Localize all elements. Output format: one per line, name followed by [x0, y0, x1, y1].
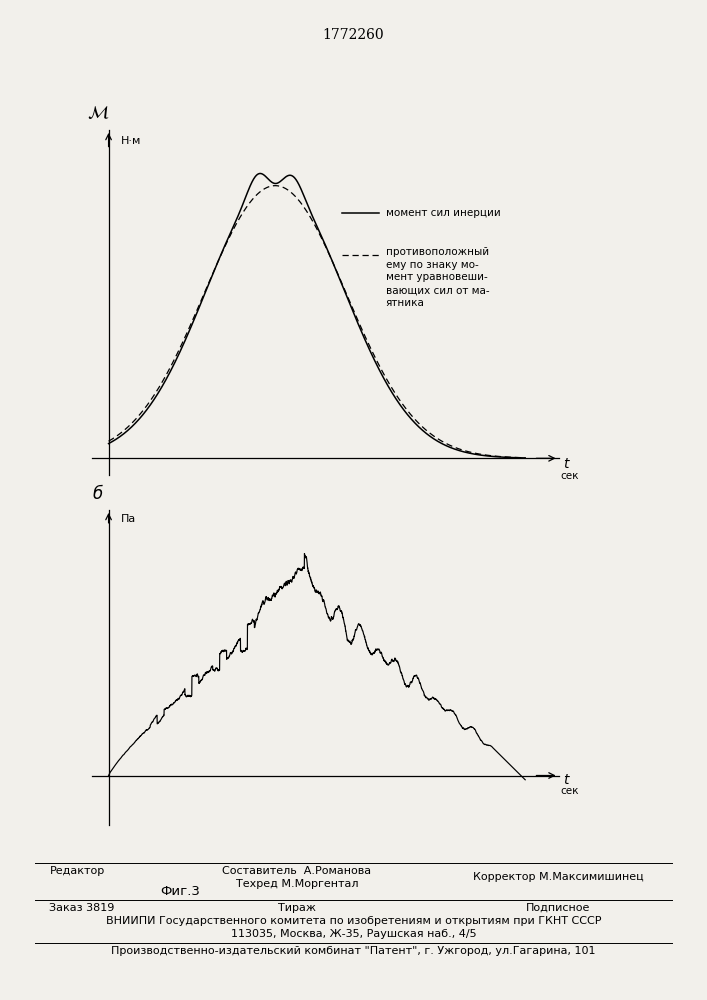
Text: $t$: $t$: [563, 773, 571, 787]
Text: сек: сек: [561, 786, 579, 796]
Text: Редактор: Редактор: [49, 866, 105, 876]
Text: $б$: $б$: [93, 484, 104, 503]
Text: Корректор М.Максимишинец: Корректор М.Максимишинец: [473, 872, 644, 882]
Text: Техред М.Моргентал: Техред М.Моргентал: [235, 879, 358, 889]
Text: Составитель  А.Романова: Составитель А.Романова: [223, 866, 371, 876]
Text: Па: Па: [121, 514, 136, 524]
Text: $\mathcal{M}$: $\mathcal{M}$: [87, 104, 110, 122]
Text: Тираж: Тираж: [278, 903, 316, 913]
Text: 113035, Москва, Ж-35, Раушская наб., 4/5: 113035, Москва, Ж-35, Раушская наб., 4/5: [230, 929, 477, 939]
Text: Фиг.2: Фиг.2: [160, 510, 201, 522]
Text: ВНИИПИ Государственного комитета по изобретениям и открытиям при ГКНТ СССР: ВНИИПИ Государственного комитета по изоб…: [106, 916, 601, 926]
Text: 1772260: 1772260: [322, 28, 385, 42]
Text: момент сил инерции: момент сил инерции: [385, 208, 501, 218]
Text: Производственно-издательский комбинат "Патент", г. Ужгород, ул.Гагарина, 101: Производственно-издательский комбинат "П…: [111, 946, 596, 956]
Text: Н·м: Н·м: [121, 136, 141, 146]
Text: $t$: $t$: [563, 457, 571, 471]
Text: Фиг.3: Фиг.3: [160, 885, 201, 898]
Text: противоположный
ему по знаку мо-
мент уравновеши-
вающих сил от ма-
ятника: противоположный ему по знаку мо- мент ур…: [385, 247, 489, 308]
Text: Заказ 3819: Заказ 3819: [49, 903, 115, 913]
Text: Подписное: Подписное: [526, 903, 591, 913]
Text: сек: сек: [561, 471, 579, 481]
